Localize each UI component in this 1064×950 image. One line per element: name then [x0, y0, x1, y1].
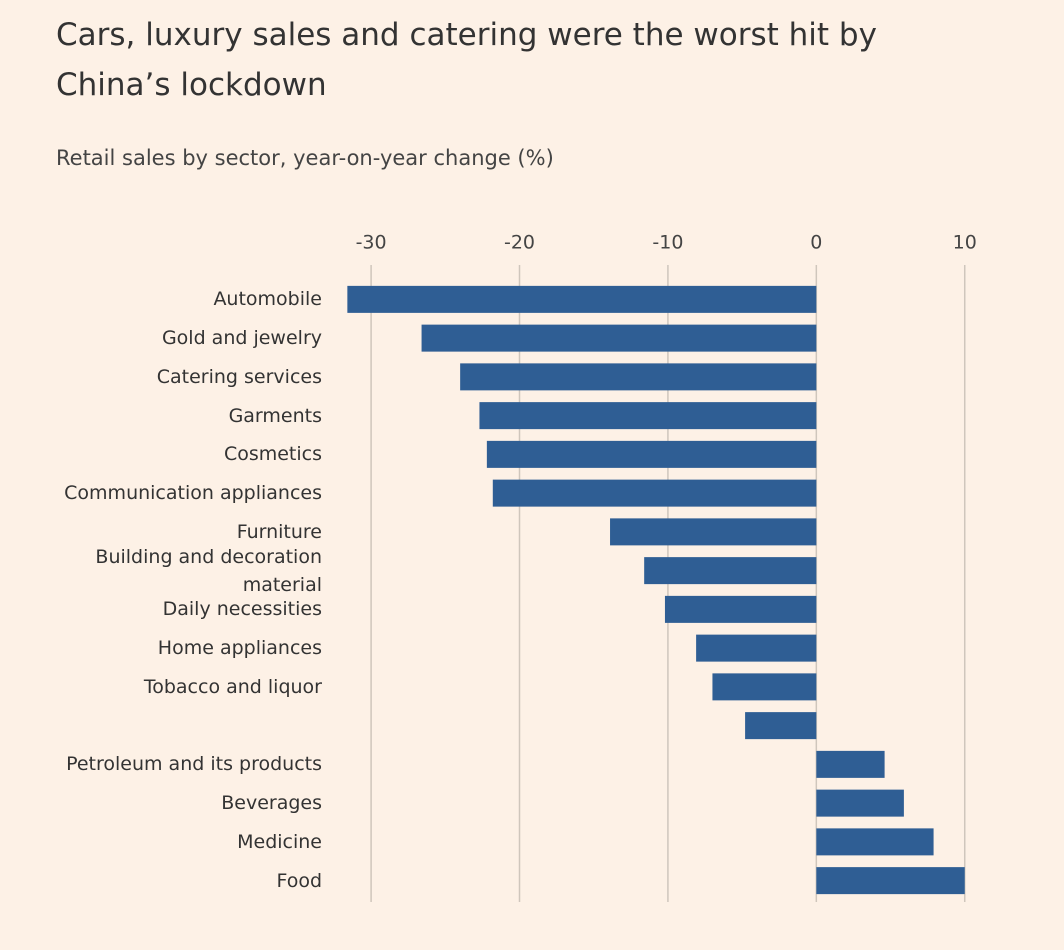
x-tick-label: 0: [810, 232, 822, 254]
category-label: Food: [276, 869, 322, 892]
bar: [421, 324, 817, 352]
bar: [816, 750, 885, 778]
category-label: Gold and jewelry: [161, 327, 322, 350]
bar: [644, 557, 817, 585]
category-label: Petroleum and its products: [66, 753, 322, 776]
bar: [696, 634, 817, 662]
category-label: Catering services: [156, 365, 322, 388]
bar: [486, 440, 817, 468]
bar: [479, 402, 817, 430]
bar: [460, 363, 817, 391]
category-label: Garments: [228, 404, 322, 427]
category-label: Building and decoration material: [95, 545, 322, 596]
chart-subtitle: Retail sales by sector, year-on-year cha…: [56, 146, 554, 170]
category-label: Home appliances: [157, 637, 322, 660]
bar: [745, 712, 817, 740]
category-label: Medicine: [237, 830, 322, 853]
category-label: Tobacco and liquor: [143, 675, 322, 698]
category-label: Communication appliances: [64, 482, 322, 505]
x-tick-label: -30: [356, 232, 387, 254]
category-label: Automobile: [213, 288, 322, 311]
bar: [492, 479, 817, 507]
bar: [610, 518, 817, 546]
x-tick-label: -20: [504, 232, 535, 254]
bar: [816, 828, 934, 856]
bar: [664, 595, 817, 623]
bar: [347, 285, 817, 313]
category-label: Beverages: [221, 792, 322, 815]
bar: [816, 789, 904, 817]
category-label: Cosmetics: [223, 443, 322, 466]
chart-title: Cars, luxury sales and catering were the…: [56, 17, 877, 103]
x-tick-label: 10: [953, 232, 977, 254]
bar: [816, 867, 965, 895]
category-label: Daily necessities: [162, 598, 322, 621]
category-label: Furniture: [236, 520, 322, 543]
x-tick-label: -10: [652, 232, 683, 254]
bar: [712, 673, 817, 701]
